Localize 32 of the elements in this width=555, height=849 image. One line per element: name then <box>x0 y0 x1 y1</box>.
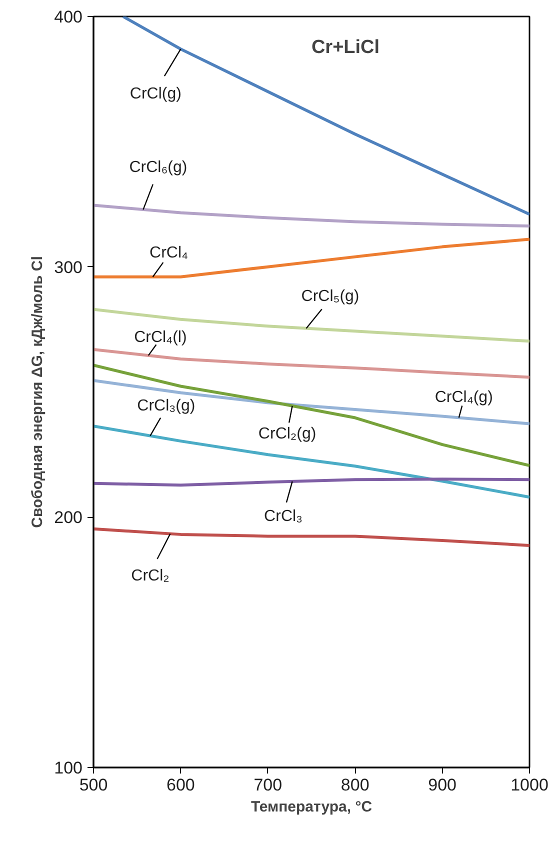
y-tick-label: 200 <box>54 508 83 528</box>
series-label: CrCl₃ <box>264 508 303 525</box>
line-series <box>94 424 530 499</box>
x-tick-label: 600 <box>166 776 195 794</box>
series-label: CrCl₄ <box>150 244 188 262</box>
text: CrCl₂ <box>131 567 170 584</box>
line-series <box>94 364 530 468</box>
line-series <box>94 378 530 426</box>
x-tick-label: 500 <box>79 776 108 794</box>
line-series <box>122 16 530 216</box>
line-series <box>94 238 530 278</box>
line-series <box>94 478 530 487</box>
x-axis-title: Температура, °C <box>250 798 372 816</box>
x-tick-label: 900 <box>428 776 456 794</box>
x-tick-label: 700 <box>254 776 282 794</box>
line-series <box>94 527 530 547</box>
text: CrCl(g) <box>130 86 182 103</box>
y-tick-label: 100 <box>54 758 83 778</box>
series-label: CrCl₄(l) <box>134 328 187 346</box>
series-label: CrCl₅(g) <box>301 288 360 305</box>
line-series <box>94 348 530 379</box>
text: Cr+LiCl <box>311 37 380 58</box>
series-label: CrCl₂(g) <box>258 425 316 442</box>
text: CrCl₆(g) <box>129 159 188 176</box>
y-tick-label: 300 <box>54 258 83 277</box>
y-axis-title: Свободная энергия ΔG, кДж/моль Cl <box>29 256 46 528</box>
x-tick-label: 1000 <box>510 776 548 794</box>
x-tick-label: 800 <box>340 776 370 794</box>
series-label: CrCl₄(g) <box>434 389 493 406</box>
line-series <box>94 204 530 228</box>
series-label: CrCl₃(g) <box>137 397 196 414</box>
y-tick-label: 400 <box>54 8 83 26</box>
